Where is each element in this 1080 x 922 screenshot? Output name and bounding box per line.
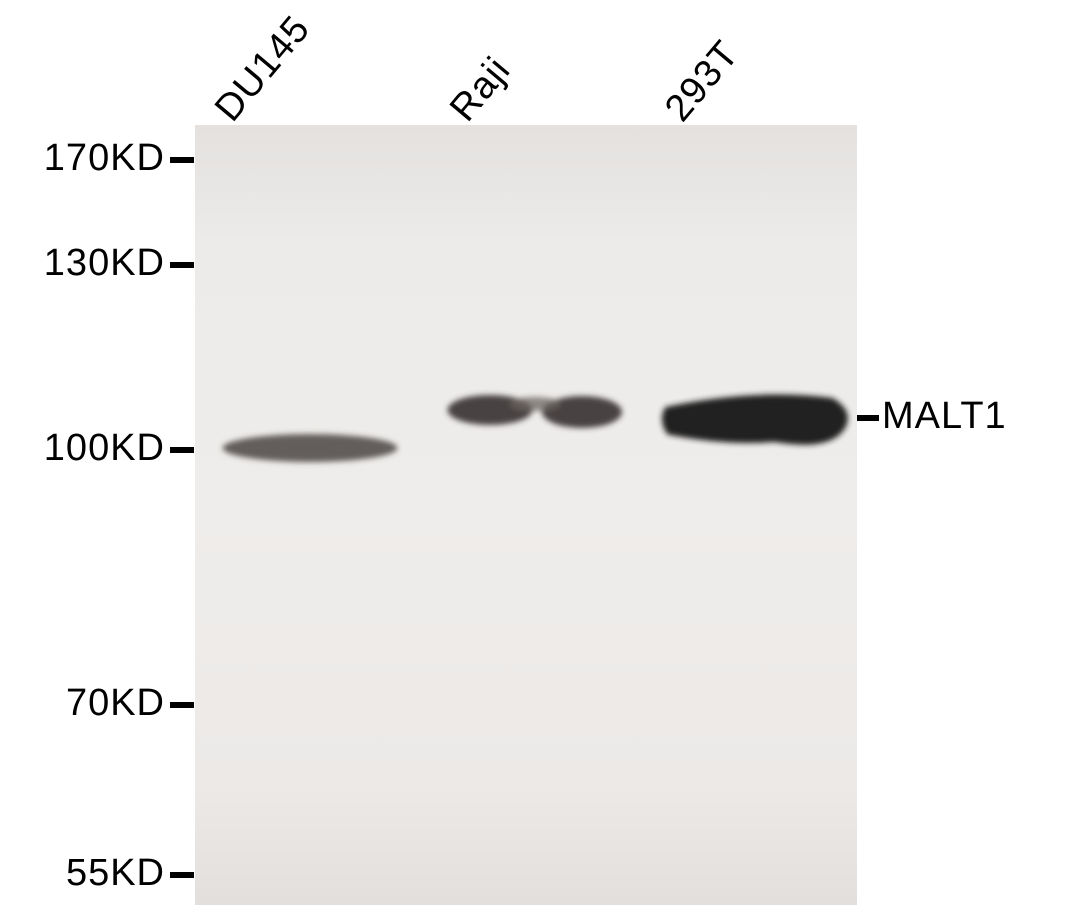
band-293T: [662, 395, 848, 445]
figure-container: 170KD 130KD 100KD 70KD 55KD DU145 Raji 2…: [0, 0, 1080, 922]
bands-svg: [0, 0, 1080, 922]
band-DU145: [223, 434, 398, 462]
band-Raji_bridge: [510, 397, 560, 411]
